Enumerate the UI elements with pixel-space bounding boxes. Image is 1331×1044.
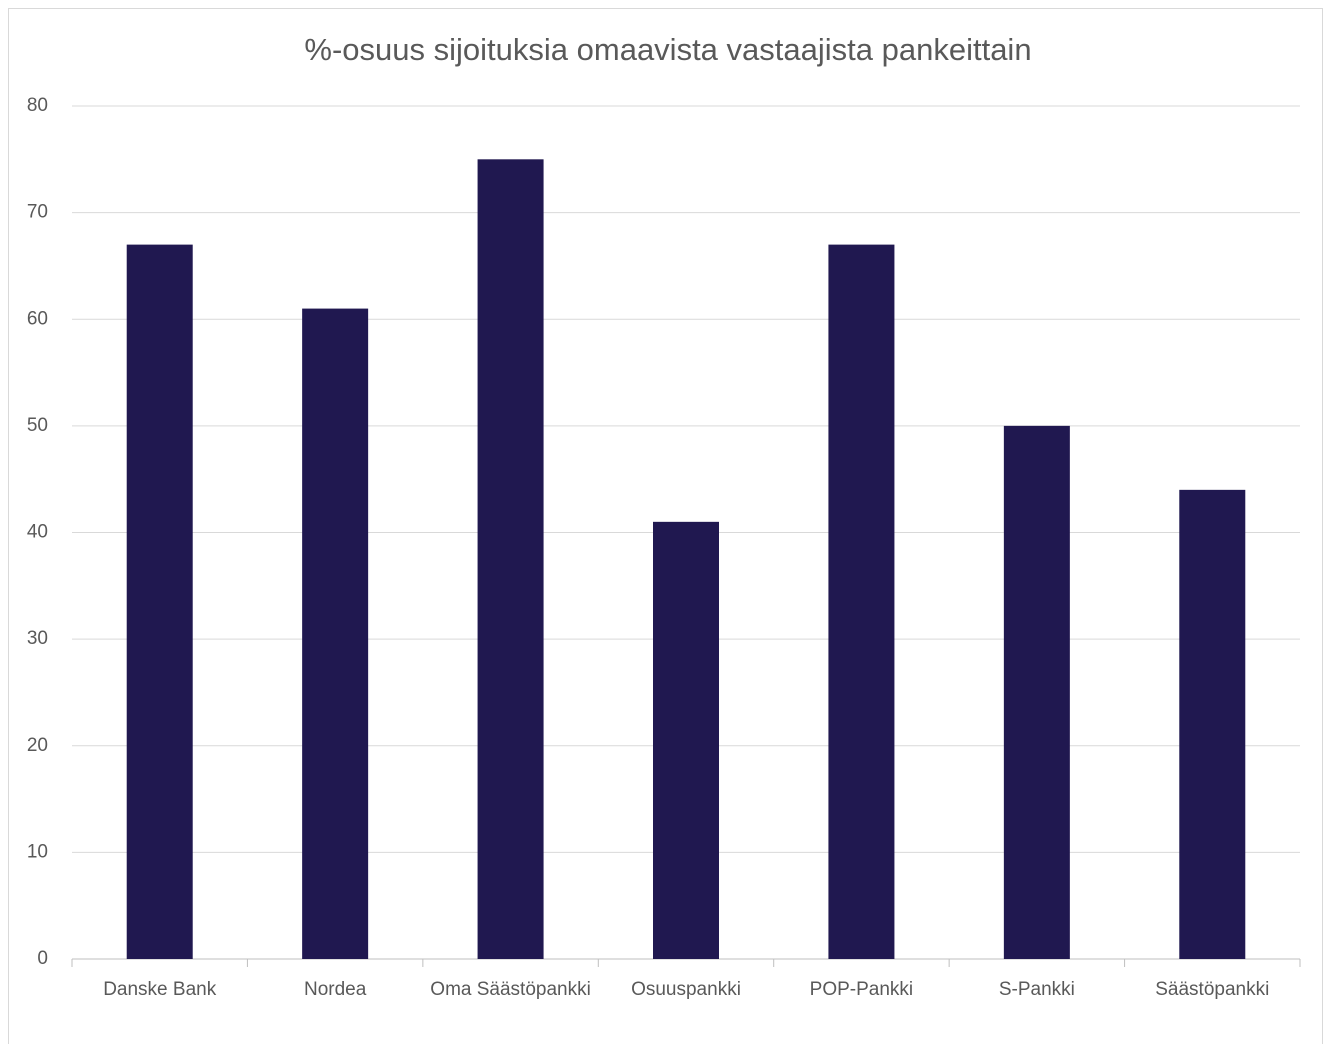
y-tick-label: 30 [27, 628, 48, 649]
y-tick-label: 70 [27, 202, 48, 223]
y-tick-label: 10 [27, 841, 48, 862]
y-tick-label: 40 [27, 522, 48, 543]
bar [302, 308, 369, 959]
x-tick-label: Danske Bank [103, 979, 217, 1000]
y-tick-label: 60 [27, 308, 48, 329]
x-tick-label: POP-Pankki [810, 979, 913, 1000]
x-tick-label: Säästöpankki [1155, 979, 1269, 1000]
y-tick-label: 20 [27, 735, 48, 756]
x-tick-label: Oma Säästöpankki [430, 979, 591, 1000]
bar [828, 244, 895, 960]
chart-title: %-osuus sijoituksia omaavista vastaajist… [304, 32, 1031, 67]
y-tick-label: 50 [27, 415, 48, 436]
bar [1003, 425, 1070, 959]
y-tick-label: 0 [37, 948, 48, 969]
bar [653, 521, 719, 959]
bar [477, 159, 544, 959]
y-tick-label: 80 [27, 95, 48, 116]
x-tick-label: Nordea [304, 979, 367, 1000]
x-tick-label: Osuuspankki [631, 979, 741, 1000]
bar [126, 244, 193, 960]
bar [1179, 489, 1246, 959]
x-tick-label: S-Pankki [999, 979, 1075, 1000]
